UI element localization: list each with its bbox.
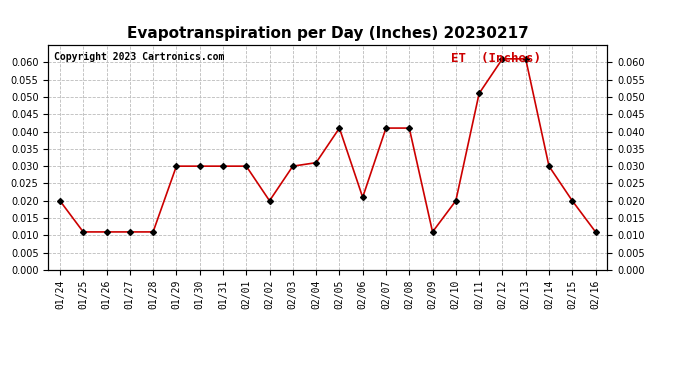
Text: ET  (Inches): ET (Inches): [451, 52, 541, 65]
Text: Copyright 2023 Cartronics.com: Copyright 2023 Cartronics.com: [54, 52, 224, 62]
Title: Evapotranspiration per Day (Inches) 20230217: Evapotranspiration per Day (Inches) 2023…: [127, 26, 529, 41]
